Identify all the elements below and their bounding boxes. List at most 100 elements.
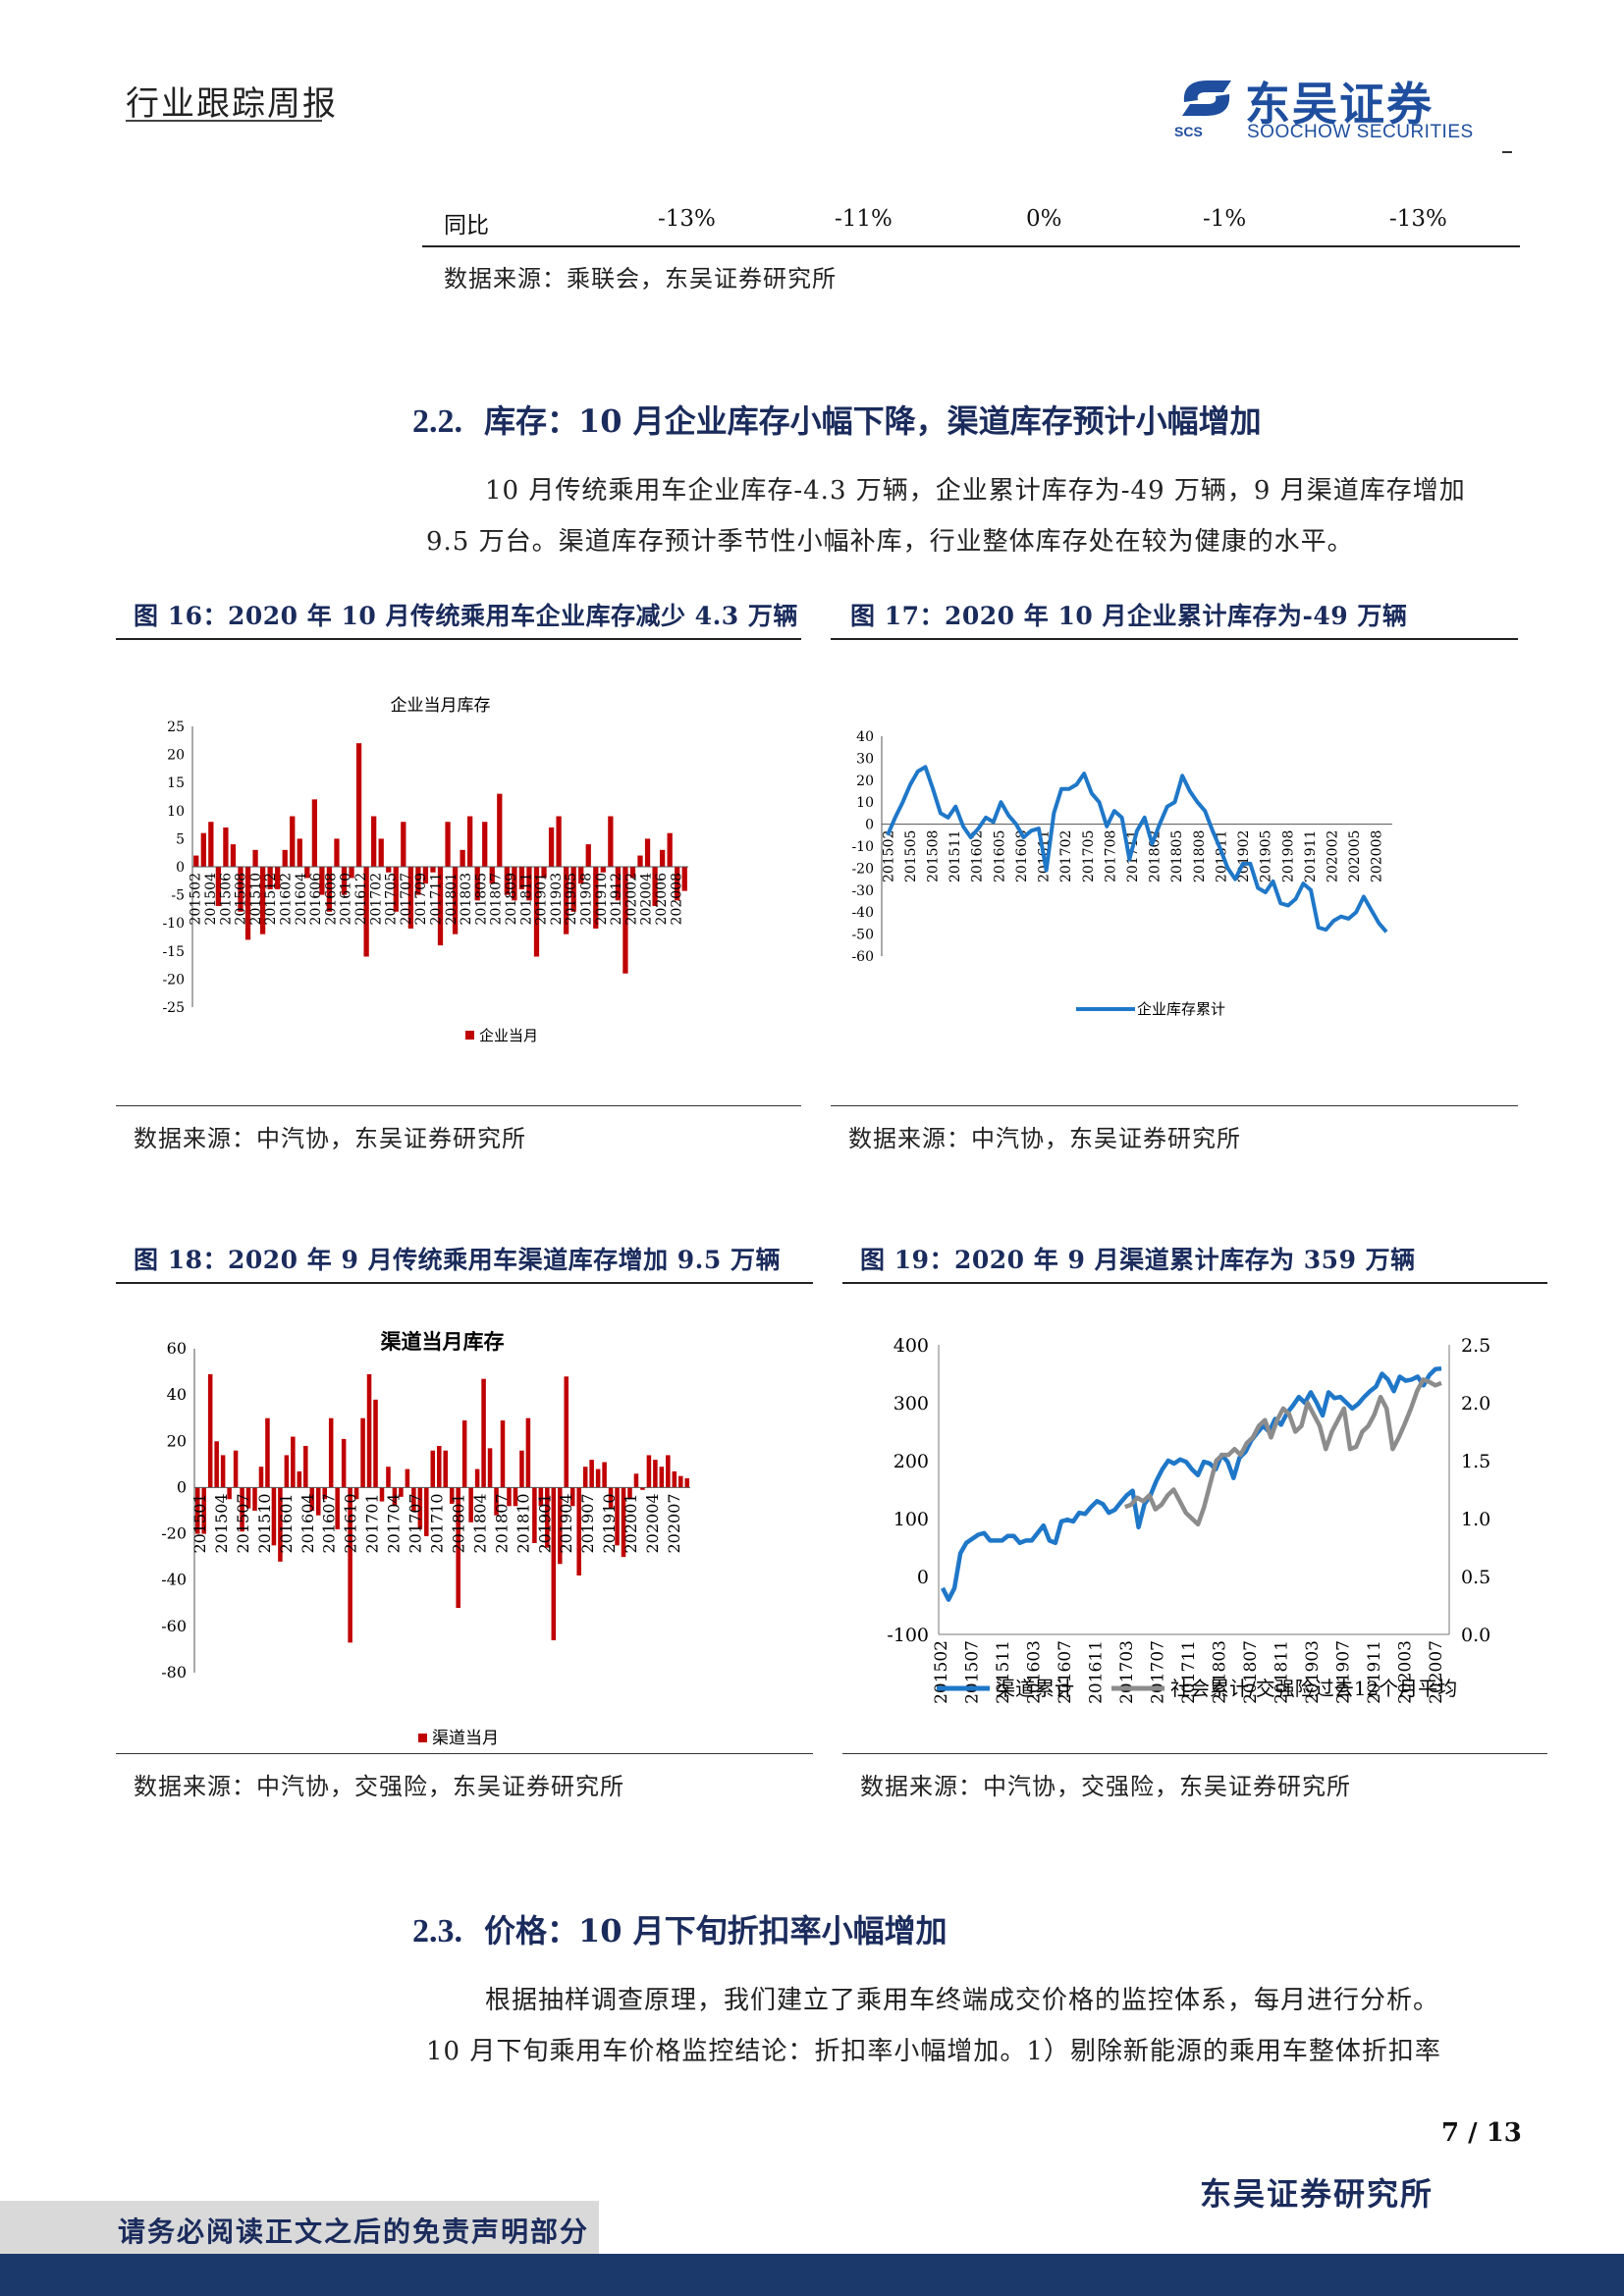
bar <box>297 838 302 867</box>
x-tick-label: 201705 <box>384 873 400 925</box>
x-tick-label: 201810 <box>514 1493 532 1553</box>
bar <box>193 855 199 867</box>
series-line-channel <box>940 1365 1442 1602</box>
figure-16-bottom-rule <box>116 1105 801 1106</box>
y-tick-label: 10 <box>167 804 185 820</box>
x-tick-label: 201707 <box>406 1493 425 1553</box>
x-tick-label: 201611 <box>1087 1640 1107 1704</box>
bar <box>563 867 569 934</box>
bar <box>659 1467 665 1488</box>
x-tick-label: 201910 <box>600 1493 619 1553</box>
bar <box>507 1487 512 1507</box>
bar <box>600 867 606 873</box>
footer-bar <box>0 2254 1624 2296</box>
bar <box>667 832 673 867</box>
x-tick-label: 201708 <box>1103 830 1118 882</box>
x-tick-label: 202007 <box>665 1493 683 1553</box>
bar <box>569 1487 575 1507</box>
table-bottom-rule <box>422 245 1520 247</box>
header-underline <box>126 120 322 122</box>
bar <box>467 816 473 867</box>
y-tick-label-right: 0.5 <box>1461 1567 1490 1588</box>
bar <box>284 1455 290 1488</box>
bar <box>633 1473 639 1488</box>
bar <box>223 827 229 867</box>
figure-18-source: 数据来源：中汽协，交强险，东吴证券研究所 <box>134 1773 624 1800</box>
bar <box>335 1487 340 1529</box>
bar <box>481 1378 486 1488</box>
bar <box>315 1487 321 1516</box>
x-tick-label: 201905 <box>1259 830 1274 882</box>
x-tick-label: 201508 <box>926 830 942 882</box>
figure-19-bottom-rule <box>842 1753 1547 1754</box>
bar <box>519 1450 524 1488</box>
bar <box>608 816 614 867</box>
bar <box>533 867 540 957</box>
legend-label: 企业当月 <box>479 1027 538 1044</box>
x-tick-label: 201502 <box>881 830 896 882</box>
bar <box>290 816 296 867</box>
table-cell: 0% <box>1026 206 1062 232</box>
bar <box>443 1450 449 1488</box>
bar <box>430 1450 436 1488</box>
bar <box>672 1470 677 1488</box>
bar <box>415 867 421 895</box>
figure-19-chart: 400 300 200 100 0 -100 2.5 2.0 1.5 1.0 0.5 0.0 20150… <box>887 1335 1490 1704</box>
bar <box>602 1462 607 1488</box>
bar <box>371 816 377 867</box>
x-tick-label: 201506 <box>218 873 234 926</box>
x-tick-label: 201602 <box>278 873 294 925</box>
paragraph-line: 10 月传统乘用车企业库存-4.3 万辆，企业累计库存为-49 万辆，9 月渠道… <box>485 476 1466 506</box>
x-tick-label: 201911 <box>1365 1640 1384 1704</box>
bar <box>275 867 281 889</box>
bar <box>245 1487 251 1509</box>
x-tick-label: 201707 <box>1149 1640 1168 1704</box>
bar <box>595 1468 601 1488</box>
figure-17-top-rule <box>831 638 1518 640</box>
bar <box>341 867 348 895</box>
bar <box>494 1487 499 1516</box>
bar <box>500 1420 506 1488</box>
section-title: 库存：10 月企业库存小幅下降，渠道库存预计小幅增加 <box>484 402 1262 440</box>
x-tick-label: 201502 <box>189 873 204 925</box>
y-tick-label: -80 <box>161 1663 187 1682</box>
y-tick-label: -40 <box>161 1571 187 1589</box>
bar <box>452 867 459 934</box>
bar <box>258 1467 264 1488</box>
x-tick-label: 202006 <box>654 873 670 926</box>
x-tick-label: 201501 <box>190 1493 209 1553</box>
y-tick-label: -10 <box>851 839 874 855</box>
soochow-logo-icon <box>1182 80 1231 116</box>
x-tick-label: 201512 <box>263 873 279 925</box>
y-tick-label: -30 <box>851 883 874 899</box>
y-tick-label: 20 <box>167 748 185 764</box>
x-tick-label: 201601 <box>277 1493 296 1553</box>
y-tick-label: -15 <box>162 944 185 960</box>
x-tick-label: 202003 <box>1396 1640 1416 1704</box>
figure-16-source: 数据来源：中汽协，东吴证券研究所 <box>134 1125 526 1152</box>
x-tick-label: 201702 <box>1058 830 1074 882</box>
bar <box>386 1467 391 1488</box>
y-tick-label-left: 200 <box>893 1451 929 1472</box>
figure-18-top-rule <box>116 1282 813 1284</box>
bar <box>233 1450 239 1488</box>
x-tick-label: 201604 <box>294 873 309 926</box>
bar <box>319 867 325 895</box>
y-tick-label-left: 100 <box>893 1509 929 1530</box>
x-tick-label: 201901 <box>535 1493 554 1553</box>
series-line <box>886 765 1388 934</box>
x-tick-label: 201904 <box>557 1493 575 1553</box>
x-tick-label: 201711 <box>1179 1640 1199 1704</box>
x-tick-label: 201608 <box>323 873 339 925</box>
x-tick-label: 202004 <box>639 873 655 926</box>
y-tick-label: -60 <box>851 949 874 965</box>
bar <box>497 793 503 867</box>
x-tick-label: 201711 <box>429 873 445 925</box>
bar <box>482 822 488 867</box>
bar <box>200 832 206 867</box>
section-number: 2.3. <box>412 1913 462 1949</box>
paragraph-line: 根据抽样调查原理，我们建立了乘用车终端成交价格的监控体系，每月进行分析。 <box>485 1986 1440 2015</box>
x-tick-label: 201707 <box>399 873 414 925</box>
bar <box>378 838 384 867</box>
